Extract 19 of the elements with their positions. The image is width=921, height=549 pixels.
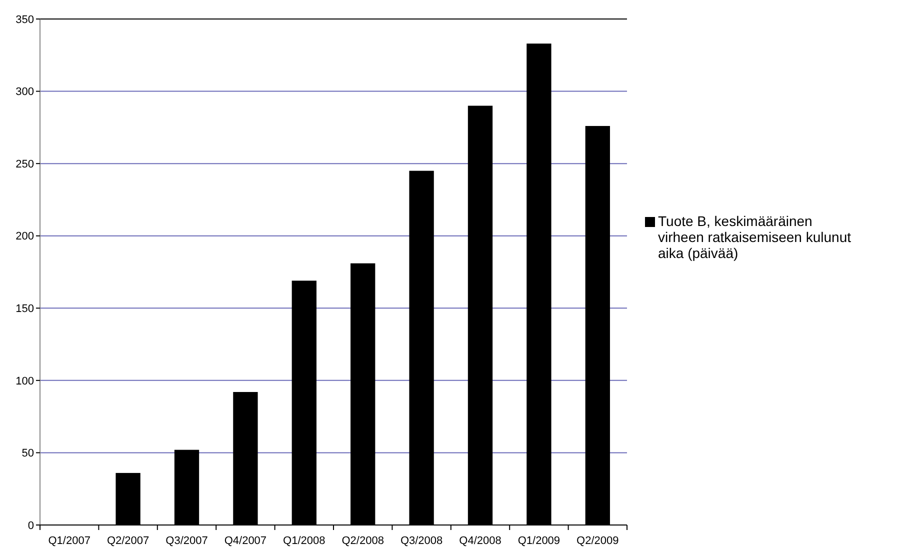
y-tick-label: 50	[22, 448, 34, 460]
y-tick-label: 200	[16, 230, 34, 243]
x-tick-label: Q2/2009	[576, 535, 619, 547]
y-tick-label: 100	[16, 375, 34, 388]
x-tick-label: Q1/2007	[48, 535, 90, 547]
x-tick-label: Q1/2008	[283, 535, 326, 547]
x-tick-label: Q1/2009	[518, 535, 560, 547]
x-tick-label: Q2/2007	[106, 535, 150, 547]
x-tick-label: Q4/2007	[224, 535, 267, 547]
y-tick-label: 0	[28, 520, 34, 532]
y-tick-label: 350	[16, 14, 34, 26]
x-tick-label: Q3/2008	[400, 535, 443, 547]
x-tick-label: Q4/2008	[459, 535, 502, 547]
y-tick-label: 250	[16, 158, 34, 170]
legend-label: Tuote B, keskimääräinen virheen ratkaisemiseen kulunut aika (päivää)	[658, 213, 852, 261]
y-tick-label: 150	[16, 302, 34, 315]
y-tick-label: 300	[16, 86, 34, 98]
x-tick-label: Q2/2008	[342, 535, 384, 547]
x-tick-label: Q3/2007	[166, 535, 208, 547]
